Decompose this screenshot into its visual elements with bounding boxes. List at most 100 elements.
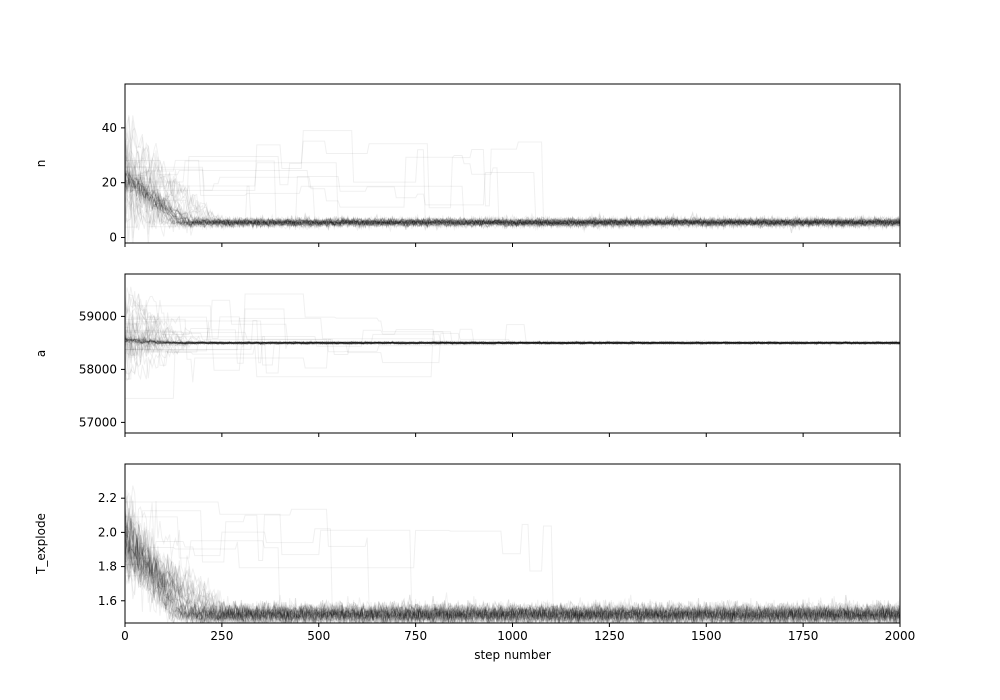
walker-trace <box>125 333 900 370</box>
walker-trace <box>125 308 900 380</box>
walker-trace <box>125 490 900 623</box>
walker-trace-core <box>125 338 900 346</box>
walker-trace <box>125 509 900 623</box>
y-tick-label: 1.6 <box>98 594 117 608</box>
walker-trace <box>125 166 900 232</box>
walker-trace <box>125 329 900 346</box>
walker-trace <box>125 306 900 346</box>
walker-trace <box>125 339 900 350</box>
y-axis-label: n <box>34 160 48 168</box>
walker-trace-core <box>125 335 900 346</box>
walker-trace <box>125 508 900 623</box>
walker-trace <box>125 312 900 355</box>
walker-trace <box>125 330 900 355</box>
y-axis-label: a <box>34 350 48 357</box>
walker-trace <box>125 168 900 230</box>
walker-trace <box>125 340 900 379</box>
walker-trace <box>125 485 900 623</box>
walker-trace-core <box>125 170 900 234</box>
walker-trace <box>125 334 900 375</box>
walker-trace-core <box>125 510 900 623</box>
walker-trace <box>125 534 900 623</box>
walker-trace <box>125 544 900 623</box>
x-tick-label: 1750 <box>788 629 819 643</box>
walker-trace <box>125 160 900 231</box>
walker-trace <box>125 501 900 623</box>
walker-trace-core <box>125 173 900 230</box>
walker-trace <box>125 314 900 354</box>
walker-trace <box>125 334 900 366</box>
walker-trace <box>125 318 900 383</box>
walker-trace-core <box>125 336 900 346</box>
walker-trace <box>125 159 900 230</box>
walker-trace <box>125 316 900 346</box>
walker-trace <box>125 178 900 231</box>
walker-trace <box>125 546 900 623</box>
walker-trace <box>125 183 900 230</box>
walker-trace <box>125 334 900 362</box>
walker-trace <box>125 320 900 363</box>
walker-trace <box>125 529 900 623</box>
walker-trace <box>125 531 900 623</box>
walker-trace-core <box>125 178 900 231</box>
walker-trace <box>125 140 900 230</box>
walker-trace <box>125 203 900 231</box>
walker-trace <box>125 507 900 623</box>
walker-trace <box>125 150 900 231</box>
walker-trace-core <box>125 338 900 346</box>
walker-trace <box>125 516 900 623</box>
walker-trace <box>125 287 900 346</box>
walker-trace-core <box>125 511 900 623</box>
walker-trace <box>125 115 900 230</box>
y-tick-label: 57000 <box>79 415 117 429</box>
walker-trace <box>125 541 900 623</box>
walker-trace-core <box>125 537 900 623</box>
walker-trace <box>125 155 900 230</box>
walker-traces <box>125 115 900 243</box>
x-tick-label: 1500 <box>691 629 722 643</box>
walker-trace <box>125 150 900 232</box>
walker-trace <box>125 115 900 232</box>
walker-trace <box>125 174 900 231</box>
walker-trace <box>125 517 900 623</box>
x-tick-label: 1250 <box>594 629 625 643</box>
walker-trace <box>125 322 900 353</box>
walker-trace <box>125 189 900 233</box>
y-tick-label: 59000 <box>79 309 117 323</box>
y-tick-label: 0 <box>109 231 117 245</box>
walker-trace <box>125 140 900 231</box>
walker-trace <box>125 139 900 231</box>
walker-trace <box>125 168 900 232</box>
walker-trace-core <box>125 517 900 623</box>
x-tick-label: 750 <box>404 629 427 643</box>
walker-trace <box>125 166 900 231</box>
walker-trace <box>126 205 900 243</box>
walker-trace <box>125 160 900 232</box>
x-tick-label: 2000 <box>885 629 916 643</box>
walker-trace <box>125 120 900 233</box>
walker-trace-core <box>125 162 900 230</box>
walker-trace <box>125 293 900 371</box>
walker-trace <box>125 144 900 234</box>
walker-trace <box>125 339 900 382</box>
walker-trace <box>125 150 900 231</box>
walker-traces <box>125 286 900 399</box>
walker-trace <box>125 193 900 241</box>
walker-trace-core <box>125 514 900 623</box>
walker-trace <box>125 169 900 231</box>
walker-trace <box>125 132 900 231</box>
walker-trace <box>125 512 900 623</box>
walker-trace <box>125 166 900 231</box>
walker-trace <box>125 286 900 346</box>
walker-trace <box>125 296 900 346</box>
walker-trace <box>125 320 900 364</box>
walker-trace <box>125 517 900 623</box>
walker-trace-core <box>125 522 900 623</box>
axes-frame <box>124 463 901 624</box>
walker-trace-core <box>125 337 900 347</box>
x-tick-label: 500 <box>307 629 330 643</box>
x-tick-label: 0 <box>121 629 129 643</box>
walker-trace <box>125 318 900 352</box>
walker-trace-core <box>125 162 900 230</box>
walker-trace <box>125 550 900 623</box>
